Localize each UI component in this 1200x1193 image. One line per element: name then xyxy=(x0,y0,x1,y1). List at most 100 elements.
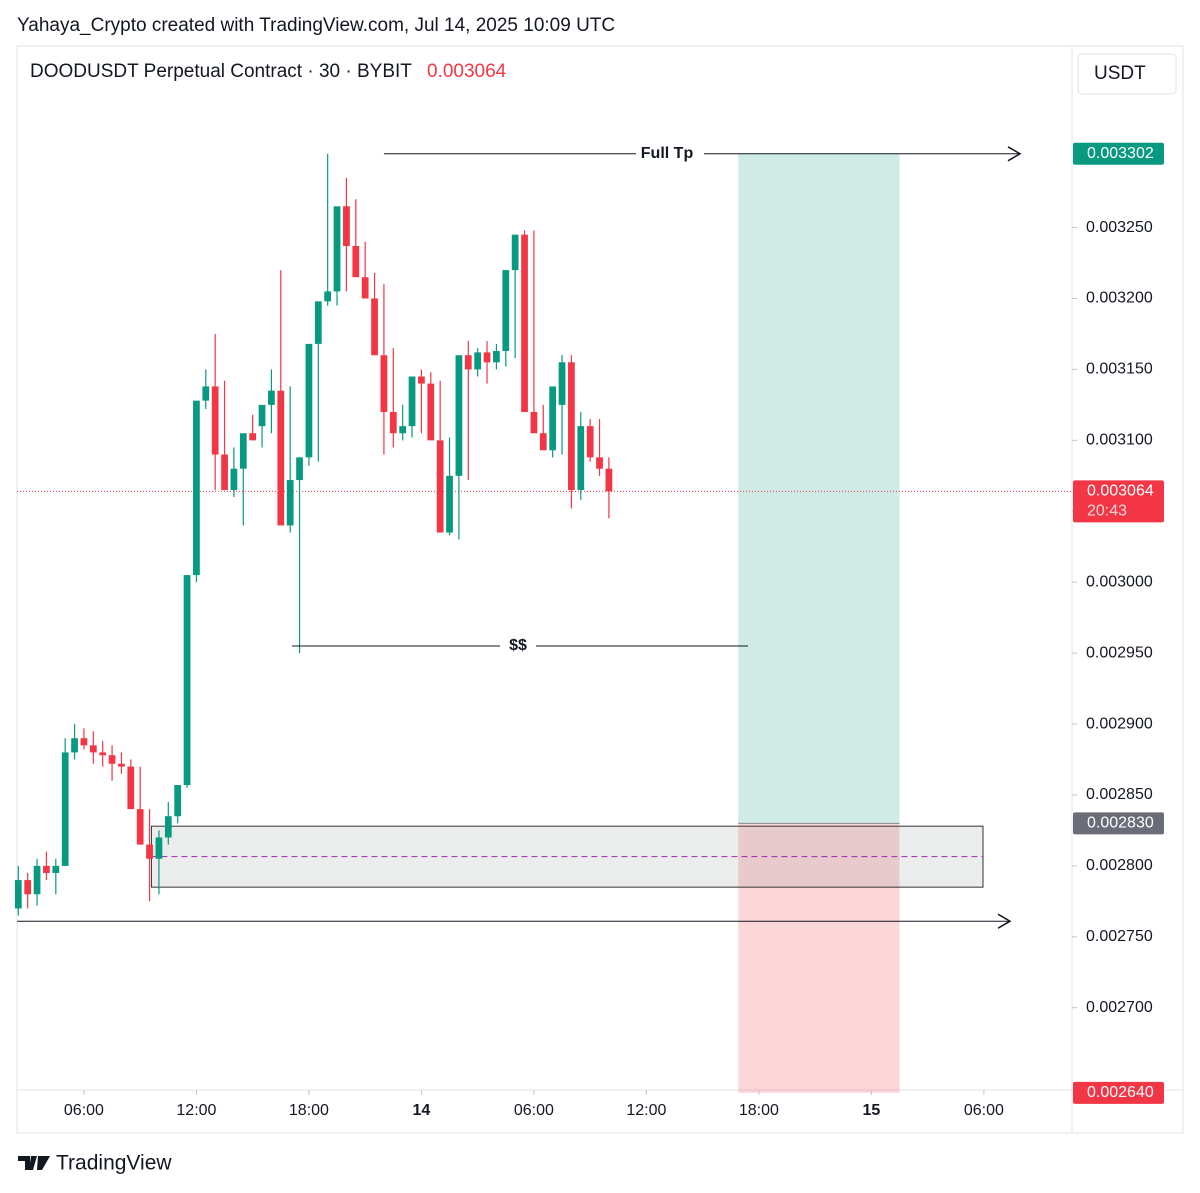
candle-body xyxy=(193,400,200,576)
candle-body xyxy=(314,301,322,344)
candle-body xyxy=(127,766,135,810)
candle-body xyxy=(333,206,341,292)
x-tick-label: 06:00 xyxy=(964,1102,1004,1119)
candle-body xyxy=(474,352,482,370)
candle-body xyxy=(277,390,285,526)
candle-body xyxy=(230,468,238,490)
stop-price-tag-bg xyxy=(1073,1081,1164,1104)
entry-price-tag-bg xyxy=(1073,812,1164,835)
candle-body xyxy=(286,480,294,526)
candle-body xyxy=(493,350,500,363)
candle-body xyxy=(296,457,303,481)
currency-button[interactable] xyxy=(1077,53,1177,95)
candle-body xyxy=(455,355,463,476)
y-tick-label: 0.002950 xyxy=(1086,644,1153,661)
candle-body xyxy=(43,865,50,873)
y-tick-label: 0.003250 xyxy=(1086,219,1153,236)
candle-body xyxy=(464,355,472,370)
tp-arrow xyxy=(1007,146,1022,162)
candle-body xyxy=(24,880,32,895)
x-tick-label: 06:00 xyxy=(64,1102,104,1119)
x-tick-label: 18:00 xyxy=(739,1102,779,1119)
frame xyxy=(16,45,1184,1134)
candle-body xyxy=(108,755,116,764)
y-tick-label: 0.002850 xyxy=(1086,786,1153,803)
candle-body xyxy=(61,752,69,866)
candle-body xyxy=(399,426,407,434)
candle-body xyxy=(146,844,153,859)
target-area xyxy=(738,153,900,824)
candle-body xyxy=(511,234,519,271)
y-tick-label: 0.003000 xyxy=(1086,573,1153,590)
last-price-tag-countdown: 20:43 xyxy=(1087,503,1127,520)
plot xyxy=(14,146,1072,1093)
currency-label[interactable]: USDT xyxy=(1094,63,1146,84)
candle-body xyxy=(605,468,613,492)
candle-body xyxy=(221,454,228,490)
stop-area xyxy=(738,823,900,1093)
candle-body xyxy=(258,404,266,427)
x-tick-label: 12:00 xyxy=(626,1102,666,1119)
liquidity-label: $$ xyxy=(509,637,527,654)
candle-body xyxy=(389,411,397,434)
header: Yahaya_Crypto created with TradingView.c… xyxy=(17,15,615,36)
candle-body xyxy=(418,376,425,384)
y-tick-label: 0.002700 xyxy=(1086,999,1153,1016)
candle-body xyxy=(436,440,444,533)
candle-body xyxy=(164,816,172,838)
logo xyxy=(18,1156,50,1170)
candle-body xyxy=(371,298,378,356)
candle-body xyxy=(427,383,435,441)
candle-body xyxy=(361,277,369,299)
y-tick-label: 0.003100 xyxy=(1086,432,1153,449)
footer: TradingView xyxy=(56,1152,172,1175)
candle-body xyxy=(596,457,603,469)
last-price-tag-bg xyxy=(1073,480,1164,523)
candle-body xyxy=(568,362,575,490)
candle-body xyxy=(118,763,125,767)
entry-price-tag: 0.002830 xyxy=(1087,815,1154,832)
candle-body xyxy=(502,270,510,351)
candle-body xyxy=(549,386,557,451)
candle-body xyxy=(89,745,97,753)
x-tick-label: 18:00 xyxy=(289,1102,329,1119)
candle-body xyxy=(446,475,453,533)
candle-body xyxy=(586,426,594,458)
stop-price-tag: 0.002640 xyxy=(1087,1084,1154,1101)
candle-body xyxy=(136,809,144,845)
x-tick-label: 06:00 xyxy=(514,1102,554,1119)
candle-body xyxy=(14,880,22,909)
candle-body xyxy=(268,390,275,405)
candle-body xyxy=(155,837,163,859)
candle-body xyxy=(80,738,88,746)
candle-body xyxy=(558,362,566,405)
last-price-tag: 0.003064 xyxy=(1087,483,1154,500)
chart-title: DOODUSDT Perpetual Contract · 30 · BYBIT xyxy=(30,61,412,82)
tp-price-tag-bg xyxy=(1073,142,1164,165)
y-tick-label: 0.003150 xyxy=(1086,361,1153,378)
candle-body xyxy=(202,386,210,401)
candle-body xyxy=(483,352,491,363)
candle-body xyxy=(52,865,60,873)
y-tick-label: 0.003200 xyxy=(1086,290,1153,307)
candle-body xyxy=(183,575,191,786)
tp-price-tag: 0.003302 xyxy=(1087,145,1154,162)
candle-body xyxy=(211,386,219,455)
candle-body xyxy=(71,738,78,753)
x-tick-label: 14 xyxy=(413,1102,431,1119)
x-tick-label: 12:00 xyxy=(176,1102,216,1119)
candle-body xyxy=(305,343,313,458)
support-arrow xyxy=(997,913,1012,929)
tp-label: Full Tp xyxy=(641,145,694,162)
candle-body xyxy=(174,785,182,817)
y-tick-label: 0.002750 xyxy=(1086,928,1153,945)
candle-body xyxy=(343,206,350,247)
x-tick-label: 15 xyxy=(862,1102,880,1119)
candle-body xyxy=(530,411,538,434)
candle-body xyxy=(521,234,528,412)
header-price: 0.003064 xyxy=(427,61,507,82)
candle-body xyxy=(249,433,257,441)
logo-icon xyxy=(18,1156,50,1170)
